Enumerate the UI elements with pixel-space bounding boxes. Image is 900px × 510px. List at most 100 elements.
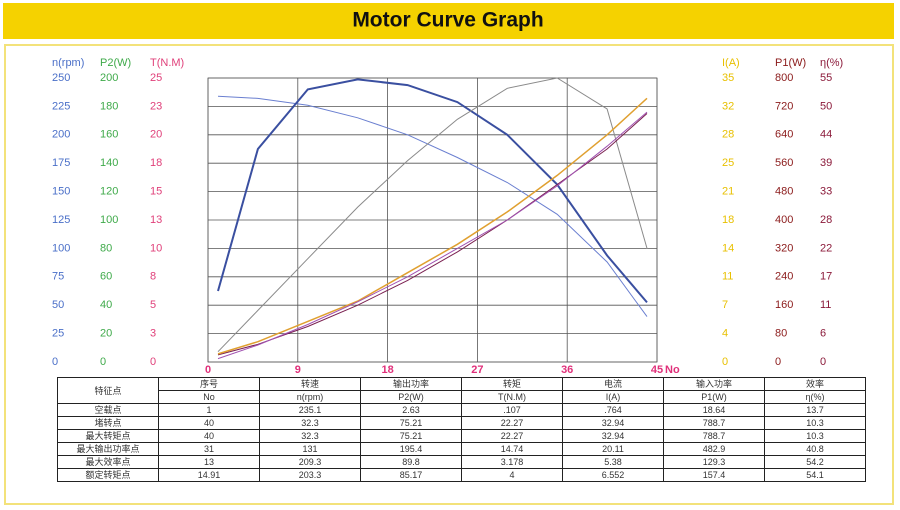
table-cell: 18.64 [663,403,765,417]
axis-title: P1(W) [775,57,806,69]
frame [4,44,894,505]
y-tick-label: 25 [52,328,64,340]
table-cell: .764 [562,403,664,417]
table-row: 最大效率点 13 209.3 89.8 3.178 5.38 129.3 54.2 [57,455,866,469]
x-axis-label: No [665,364,680,376]
y-tick-label: 80 [775,328,787,340]
axis-title: P2(W) [100,57,131,69]
y-tick-label: 50 [52,299,64,311]
table-cell: 85.17 [360,468,462,482]
y-tick-label: 11 [722,271,733,283]
y-tick-label: 40 [100,299,112,311]
y-tick-label: 560 [775,157,793,169]
y-tick-label: 175 [52,157,70,169]
table-cell: .107 [461,403,563,417]
table-cell: 40 [158,429,260,443]
table-cell: 最大输出功率点 [57,442,159,456]
y-tick-label: 180 [100,100,118,112]
y-tick-label: 17 [820,271,832,283]
header-cell: 特征点 [57,377,159,404]
page-title: Motor Curve Graph [352,9,543,32]
curve [217,78,648,304]
x-tick-label: 9 [295,364,301,376]
title-bar [3,3,894,39]
table-cell: 22.27 [461,429,563,443]
header-cell: 电流 [562,377,664,391]
y-tick-label: 100 [52,242,70,254]
y-tick-label: 800 [775,72,793,84]
table-cell: 10.3 [764,429,866,443]
table-cell: 40.8 [764,442,866,456]
y-tick-label: 6 [820,328,826,340]
y-tick-label: 15 [150,186,162,198]
table-cell: 堵转点 [57,416,159,430]
y-tick-label: 18 [722,214,734,226]
y-tick-label: 22 [820,242,832,254]
table-cell: 157.4 [663,468,765,482]
y-tick-label: 20 [100,328,112,340]
table-cell: 1 [158,403,260,417]
curve [217,113,648,356]
header-cell: 序号 [158,377,260,391]
table-cell: 89.8 [360,455,462,469]
table-cell: 32.3 [259,429,361,443]
y-tick-label: 150 [52,186,70,198]
y-tick-label: 200 [100,72,118,84]
axis-title: T(N.M) [150,57,184,69]
table-cell: 482.9 [663,442,765,456]
table-cell: 10.3 [764,416,866,430]
y-tick-label: 140 [100,157,118,169]
unit-cell: T(N.M) [461,390,563,404]
table-row: 最大输出功率点 31 131 195.4 14.74 20.11 482.9 40.8 [57,442,866,456]
table-cell: 54.1 [764,468,866,482]
unit-cell: No [158,390,260,404]
y-tick-label: 100 [100,214,118,226]
y-tick-label: 125 [52,214,70,226]
axis-title: n(rpm) [52,57,84,69]
y-tick-label: 7 [722,299,728,311]
y-tick-label: 160 [775,299,793,311]
data-table: 特征点 序号 转速 输出功率 转矩 电流 输入功率 效率 No n(rpm) P2(W) T(N.M)… [57,377,866,482]
y-tick-label: 400 [775,214,793,226]
table-cell: 129.3 [663,455,765,469]
curve [217,97,648,355]
table-cell: 40 [158,416,260,430]
y-tick-label: 18 [150,157,162,169]
y-tick-label: 13 [150,214,162,226]
table-cell: 788.7 [663,429,765,443]
y-tick-label: 33 [820,186,832,198]
y-tick-label: 32 [722,100,734,112]
y-tick-label: 50 [820,100,832,112]
y-tick-label: 720 [775,100,793,112]
unit-cell: I(A) [562,390,664,404]
table-cell: 14.74 [461,442,563,456]
y-tick-label: 120 [100,186,118,198]
y-tick-label: 10 [150,242,162,254]
y-tick-label: 44 [820,129,832,141]
table-cell: 13.7 [764,403,866,417]
x-tick-label: 0 [205,364,211,376]
header-cell: 效率 [764,377,866,391]
y-tick-label: 28 [820,214,832,226]
y-tick-label: 28 [722,129,734,141]
x-tick-label: 18 [381,364,393,376]
header-cell: 输出功率 [360,377,462,391]
table-cell: 235.1 [259,403,361,417]
y-tick-label: 20 [150,129,162,141]
table-row: 空载点 1 235.1 2.63.107.764 18.64 13.7 [57,403,866,417]
table-cell: 75.21 [360,416,462,430]
table-cell: 203.3 [259,468,361,482]
y-tick-label: 25 [722,157,734,169]
y-tick-label: 200 [52,129,70,141]
y-tick-label: 11 [820,299,831,311]
curve [217,77,648,353]
y-tick-label: 0 [150,356,156,368]
unit-cell: η(%) [764,390,866,404]
header-cell: 转矩 [461,377,563,391]
y-tick-label: 0 [775,356,781,368]
unit-row: No n(rpm) P2(W) T(N.M) I(A) P1(W) η(%) [58,390,866,404]
y-tick-label: 80 [100,242,112,254]
y-tick-label: 35 [722,72,734,84]
